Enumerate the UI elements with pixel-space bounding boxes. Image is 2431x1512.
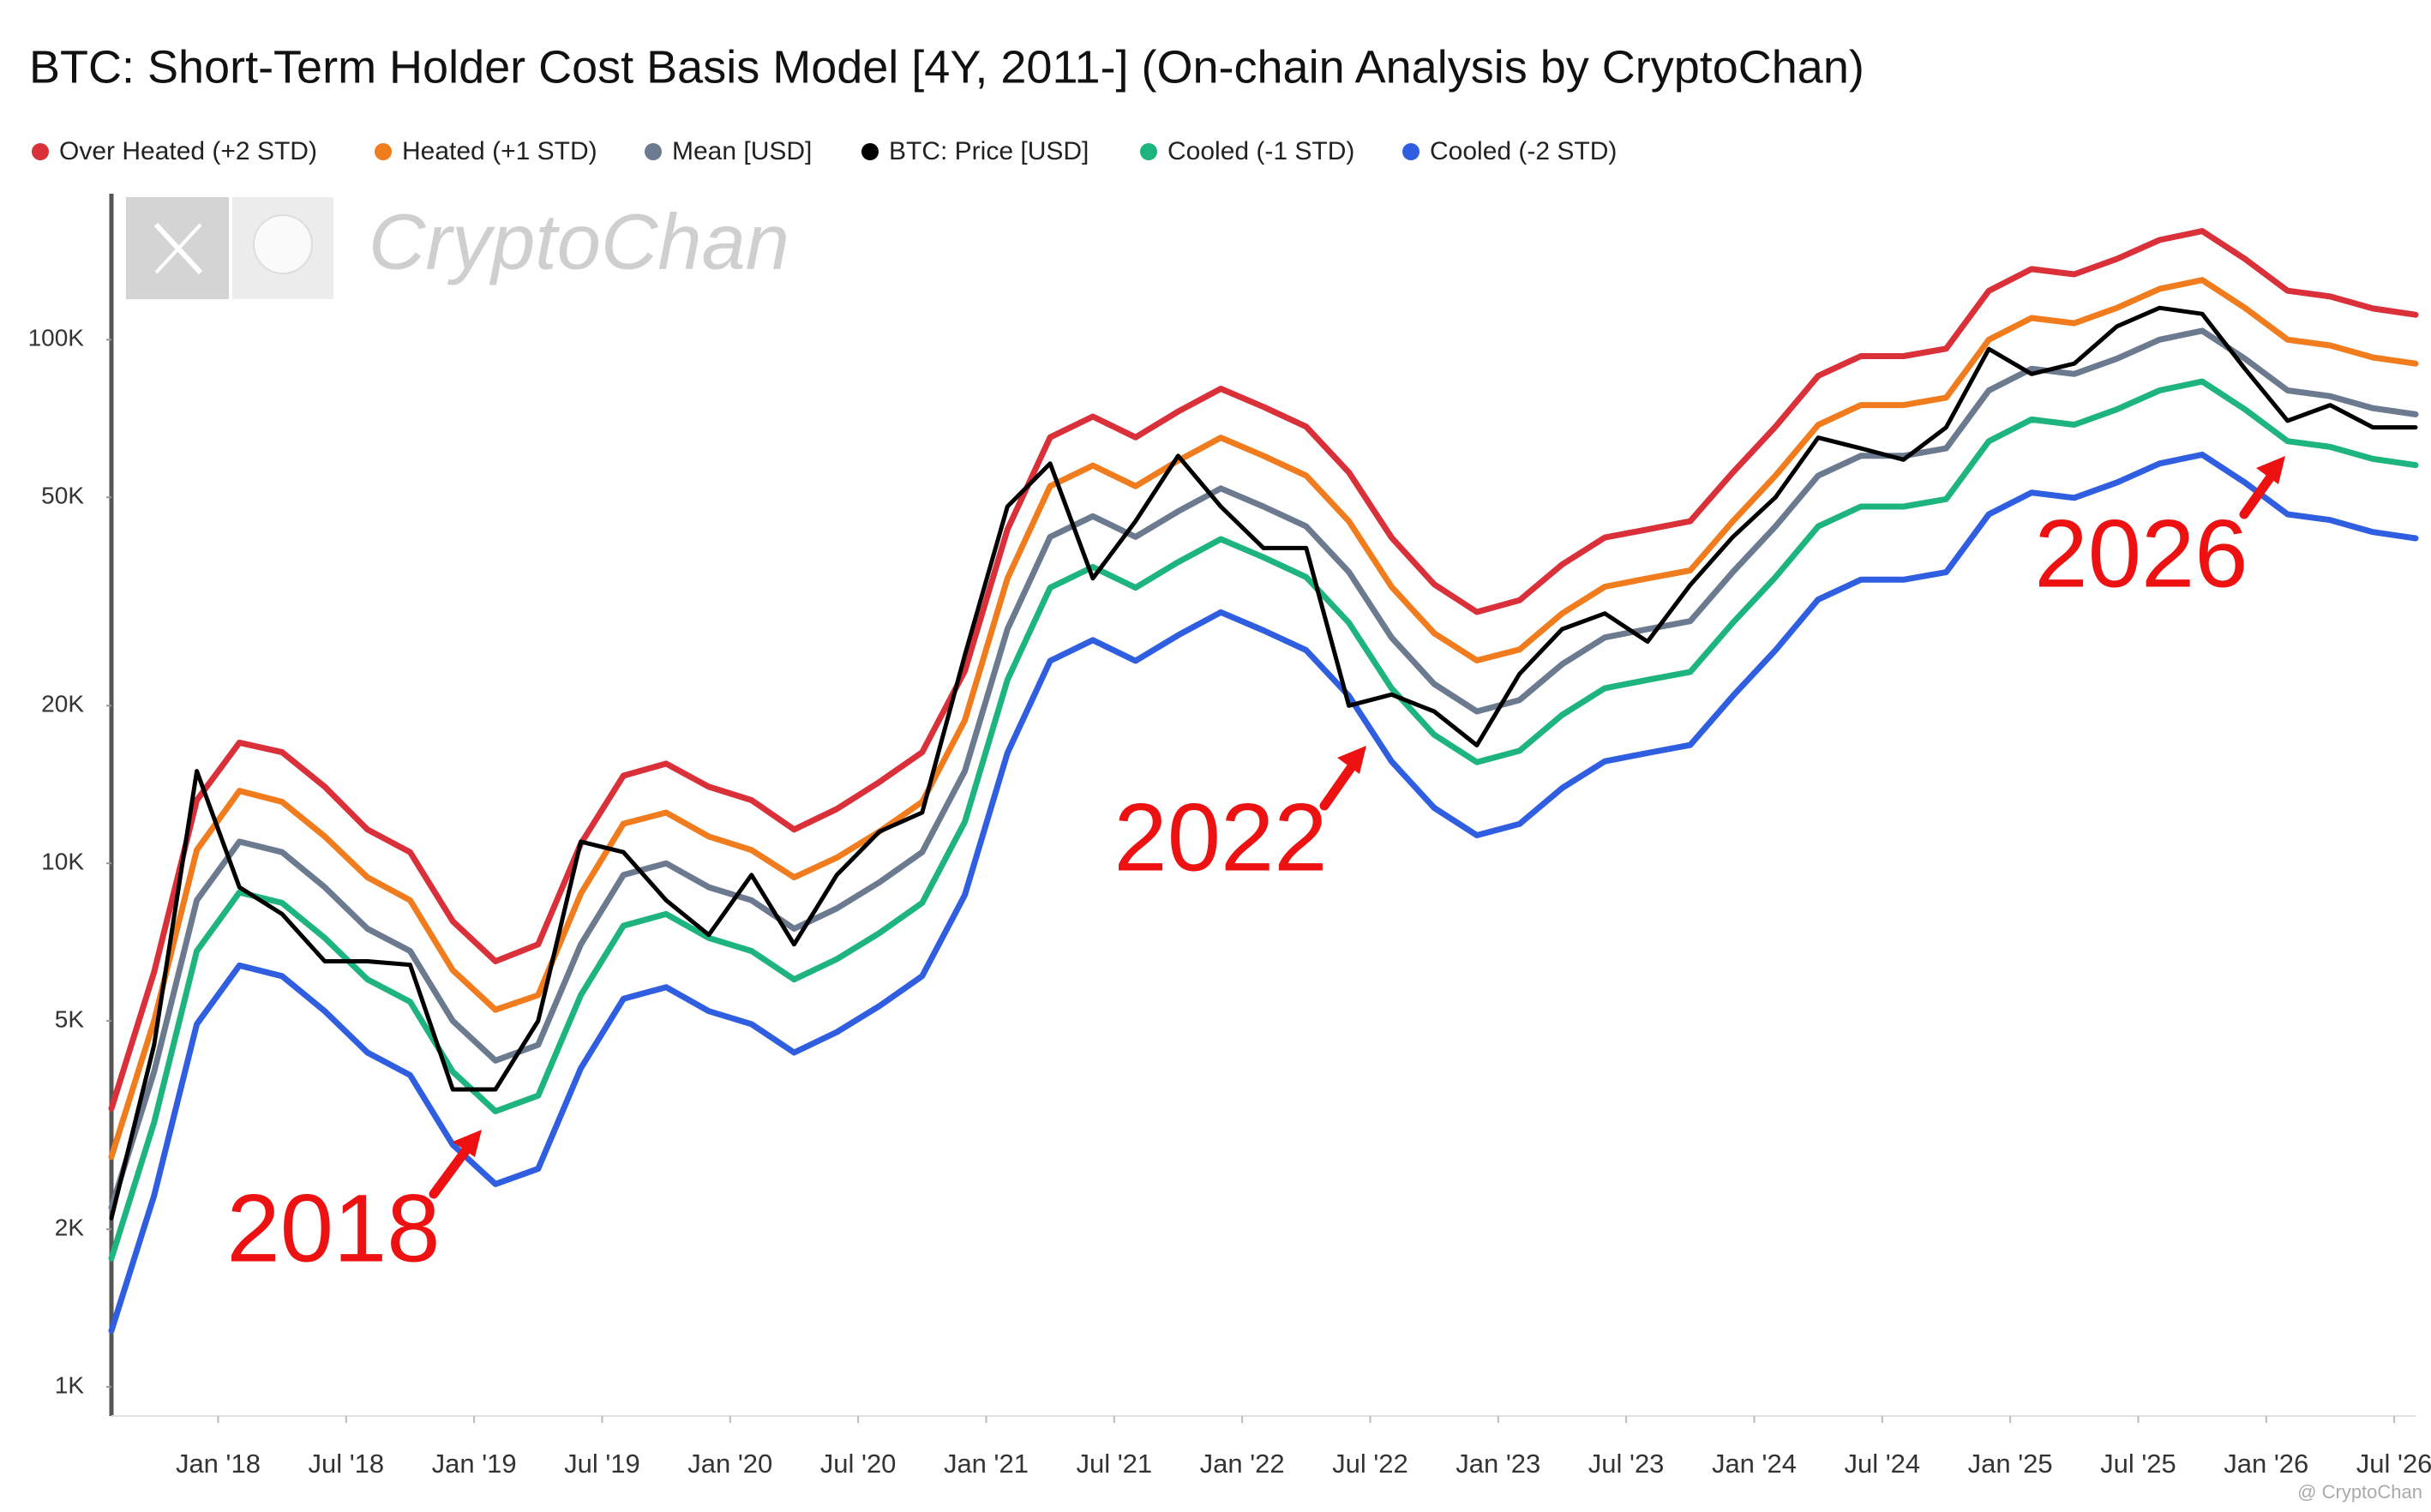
series-line — [109, 305, 2418, 1221]
arrow-head — [2256, 456, 2285, 484]
y-tick-label: 50K — [41, 483, 84, 509]
x-tick-label: Jan '22 — [1200, 1449, 1285, 1479]
y-tick-label: 100K — [28, 325, 85, 351]
y-tick-label: 10K — [41, 849, 84, 875]
series-line — [108, 228, 2419, 1112]
arrow-shaft — [1319, 758, 1360, 811]
x-tick-label: Jan '18 — [176, 1449, 261, 1479]
series-line — [108, 451, 2419, 1335]
avatar-face — [253, 214, 313, 274]
annotation: 2022 — [1113, 784, 1327, 891]
x-tick-label: Jul '22 — [1332, 1449, 1408, 1479]
x-tick-label: Jan '23 — [1456, 1449, 1540, 1479]
y-tick-label: 2K — [55, 1215, 85, 1241]
legend-label: Cooled (-1 STD) — [1167, 137, 1354, 165]
chart-title: BTC: Short-Term Holder Cost Basis Model … — [29, 41, 1864, 93]
x-logo-stroke — [154, 223, 202, 274]
x-tick-label: Jan '21 — [944, 1449, 1029, 1479]
arrow-head — [453, 1130, 482, 1157]
legend-marker — [1140, 143, 1157, 160]
x-tick-label: Jul '25 — [2100, 1449, 2176, 1479]
annotation-arrows — [429, 456, 2285, 1199]
legend-label: Mean [USD] — [672, 137, 812, 165]
arrow-shaft — [429, 1140, 475, 1199]
legend-marker — [375, 143, 392, 160]
legend-label: Heated (+1 STD) — [402, 137, 597, 165]
x-tick-label: Jul '20 — [820, 1449, 897, 1479]
x-tick-label: Jan '26 — [2224, 1449, 2308, 1479]
x-tick-label: Jul '23 — [1588, 1449, 1665, 1479]
legend-marker — [861, 143, 879, 160]
x-tick-label: Jul '26 — [2356, 1449, 2431, 1479]
plot-area — [108, 228, 2419, 1335]
x-tick-label: Jul '18 — [308, 1449, 384, 1479]
watermark: CryptoChan — [126, 197, 789, 299]
x-tick-label: Jan '19 — [432, 1449, 517, 1479]
legend-label: BTC: Price [USD] — [889, 137, 1089, 165]
series-line — [108, 327, 2419, 1211]
annotation: 2026 — [2034, 501, 2248, 608]
y-tick-label: 20K — [41, 691, 84, 717]
credit: @ CryptoChan — [2297, 1481, 2422, 1503]
legend-marker — [1402, 143, 1420, 160]
y-tick-label: 1K — [55, 1371, 85, 1398]
x-tick-label: Jul '21 — [1076, 1449, 1152, 1479]
x-tick-label: Jul '19 — [564, 1449, 640, 1479]
x-tick-label: Jan '24 — [1712, 1449, 1797, 1479]
series-line — [108, 378, 2419, 1262]
series-line — [108, 277, 2419, 1161]
x-tick-label: Jan '20 — [687, 1449, 772, 1479]
x-tick-label: Jul '24 — [1844, 1449, 1920, 1479]
watermark-text: CryptoChan — [369, 198, 789, 285]
y-tick-label: 5K — [55, 1005, 85, 1032]
arrow-head — [1337, 746, 1366, 774]
arrow-shaft — [2239, 468, 2278, 519]
legend-label: Cooled (-2 STD) — [1430, 137, 1617, 165]
annotation: 2018 — [226, 1175, 440, 1282]
legend-marker — [32, 143, 49, 160]
legend-marker — [645, 143, 662, 160]
legend-label: Over Heated (+2 STD) — [59, 137, 317, 165]
x-tick-label: Jan '25 — [1968, 1449, 2053, 1479]
